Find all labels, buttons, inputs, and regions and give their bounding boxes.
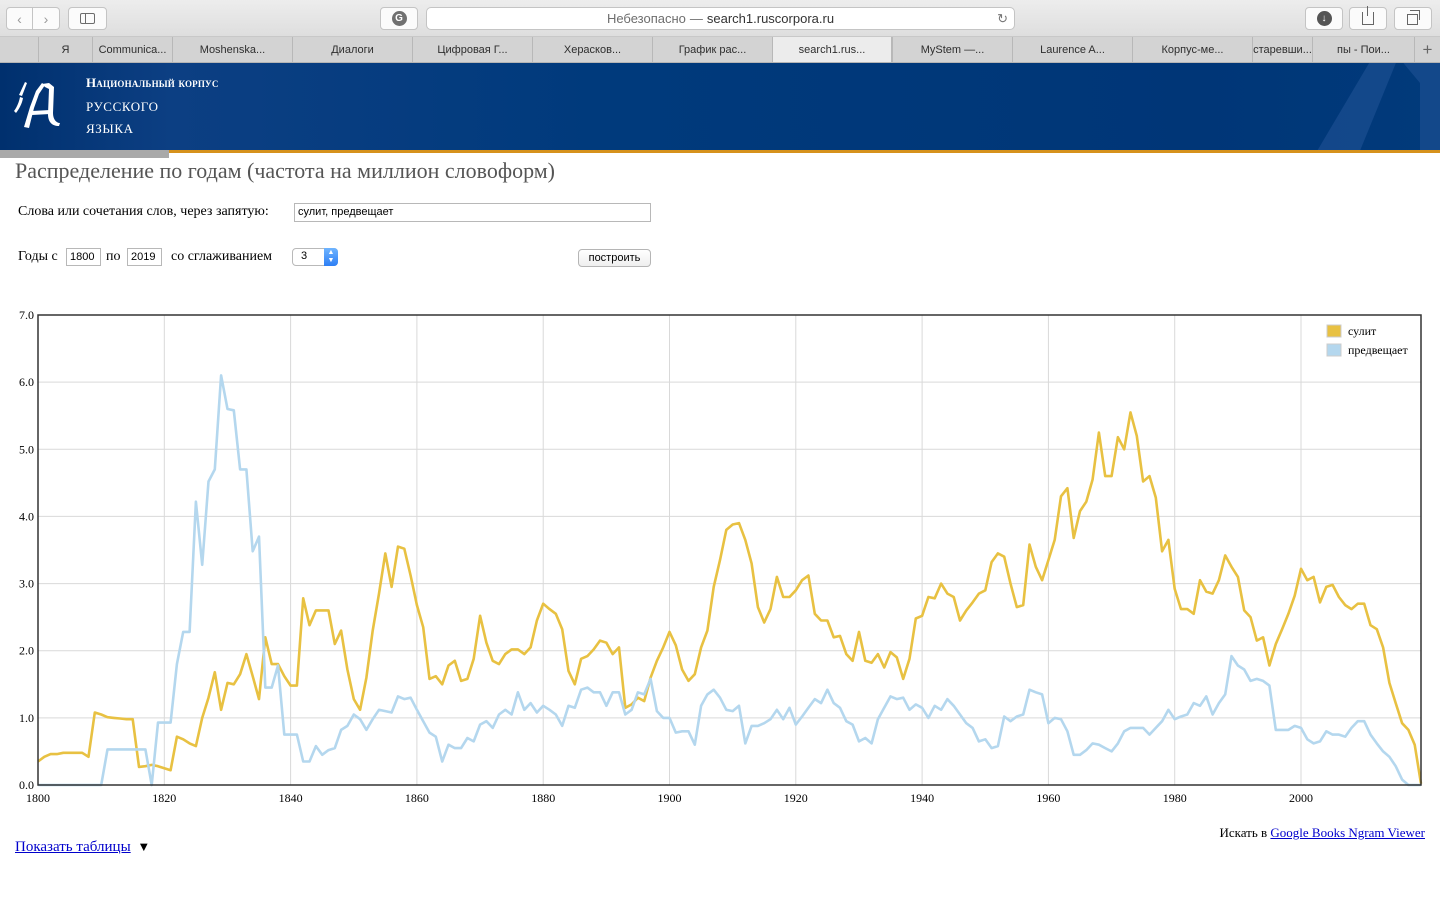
x-tick-label: 1820 [152, 791, 176, 805]
x-tick-label: 1800 [26, 791, 50, 805]
browser-tab[interactable]: старевши... [1252, 37, 1312, 62]
x-tick-label: 1880 [531, 791, 555, 805]
sidebar-toggle-button[interactable] [68, 7, 107, 30]
tables-row: Показать таблицы ▼ [15, 839, 150, 856]
y-tick-label: 6.0 [19, 375, 34, 389]
browser-tab[interactable]: Laurence A... [1012, 37, 1132, 62]
x-tick-label: 1900 [658, 791, 682, 805]
watermark-logo-icon [1317, 63, 1440, 150]
year-to-input[interactable]: 2019 [127, 248, 162, 266]
ngram-row: Искать в Google Books Ngram Viewer [1219, 825, 1425, 841]
triangle-down-icon[interactable]: ▼ [137, 839, 151, 854]
series-line-sulit [37, 411, 1423, 784]
download-icon: ↓ [1316, 11, 1332, 26]
browser-tab[interactable]: Цифровая Г... [412, 37, 532, 62]
downloads-button[interactable]: ↓ [1305, 7, 1343, 30]
y-tick-label: 1.0 [19, 711, 34, 725]
header-accent-strip [0, 150, 1440, 153]
show-tabs-button[interactable] [1394, 7, 1432, 30]
smoothing-label: со сглаживанием [171, 249, 273, 264]
browser-tab[interactable]: График рас... [652, 37, 772, 62]
x-tick-label: 1980 [1163, 791, 1187, 805]
browser-tab[interactable]: Communica... [92, 37, 172, 62]
x-tick-label: 1860 [405, 791, 429, 805]
new-tab-button[interactable]: + [1414, 37, 1440, 62]
forward-button[interactable]: › [33, 7, 60, 30]
share-button[interactable] [1349, 6, 1387, 30]
smoothing-select[interactable]: 3 ▲ ▼ [292, 248, 338, 266]
legend-swatch [1326, 324, 1342, 338]
series-line-predveshchaet [38, 374, 1421, 787]
plus-icon: + [1422, 39, 1433, 59]
years-to-label: по [106, 249, 121, 264]
browser-tab[interactable]: Moshenska... [172, 37, 292, 62]
select-updown-icon: ▲ ▼ [324, 248, 338, 266]
browser-tab[interactable]: Херасков... [532, 37, 652, 62]
address-bar[interactable]: Небезопасно — search1.ruscorpora.ru ↻ [426, 7, 1015, 30]
corpus-logo-icon [14, 82, 60, 128]
plot-frame [37, 314, 1422, 786]
site-title-line3: языка [86, 117, 134, 137]
extension-g-icon: G [391, 11, 407, 26]
x-tick-label: 1840 [279, 791, 303, 805]
back-button[interactable]: ‹ [6, 7, 33, 30]
sidebar-icon [80, 13, 95, 24]
year-from-input[interactable]: 1800 [66, 248, 101, 266]
y-tick-label: 4.0 [19, 509, 34, 523]
y-tick-label: 7.0 [19, 308, 34, 322]
ngram-viewer-link[interactable]: Google Books Ngram Viewer [1270, 825, 1425, 840]
insecure-label: Небезопасно [606, 11, 686, 26]
frequency-chart: 1800 1820 1840 1860 1880 1900 1920 1940 1960 1980… [19, 308, 1423, 805]
browser-tab[interactable]: MyStem —... [892, 37, 1012, 62]
browser-toolbar: ‹ › G Небезопасно — search1.ruscorpora.r… [0, 0, 1440, 37]
search-in-label: Искать в [1219, 825, 1268, 840]
smoothing-value: 3 [301, 250, 308, 262]
address-separator: — [689, 11, 703, 26]
browser-tab[interactable]: search1.rus... [772, 37, 892, 62]
browser-tab[interactable]: Диалоги [292, 37, 412, 62]
legend-label: сулит [1348, 324, 1377, 338]
tab-bar: пы - Пои... старевши... Корпус-ме... Lauren… [0, 37, 1440, 63]
words-input[interactable]: сулит, предвещает [294, 203, 651, 222]
words-label: Слова или сочетания слов, через запятую: [18, 204, 269, 219]
site-title-line2: русского [86, 95, 159, 115]
header-grey-strip [0, 150, 169, 158]
y-tick-label: 0.0 [19, 778, 34, 792]
site-header: Национальный корпус русского языка [0, 63, 1440, 150]
extension-button[interactable]: G [380, 7, 418, 30]
show-tables-link[interactable]: Показать таблицы [15, 839, 131, 855]
site-title[interactable]: Национальный корпус русского языка [86, 72, 219, 138]
browser-tab[interactable]: Корпус-ме... [1132, 37, 1252, 62]
chevron-right-icon: › [43, 10, 49, 27]
site-title-line1: Национальный корпус [86, 75, 219, 90]
reload-icon[interactable]: ↻ [997, 11, 1008, 26]
share-icon [1362, 6, 1374, 25]
browser-tab[interactable]: Я [38, 37, 92, 62]
address-domain: search1.ruscorpora.ru [706, 11, 835, 26]
legend-swatch [1326, 343, 1342, 357]
y-tick-label: 5.0 [19, 442, 34, 456]
build-button[interactable]: построить [578, 249, 651, 267]
browser-tab[interactable]: пы - Пои... [1312, 37, 1414, 62]
y-tick-label: 3.0 [19, 577, 34, 591]
tabs-overview-icon [1406, 10, 1420, 25]
chevron-left-icon: ‹ [17, 10, 22, 27]
x-tick-label: 1940 [910, 791, 934, 805]
x-tick-label: 1960 [1036, 791, 1060, 805]
page-title: Распределение по годам (частота на милли… [15, 158, 556, 183]
y-tick-label: 2.0 [19, 644, 34, 658]
x-tick-label: 1920 [784, 791, 808, 805]
navigation-buttons: ‹ › [6, 7, 60, 30]
x-tick-label: 2000 [1289, 791, 1313, 805]
legend-label: предвещает [1348, 343, 1409, 357]
years-from-label: Годы с [18, 249, 58, 264]
